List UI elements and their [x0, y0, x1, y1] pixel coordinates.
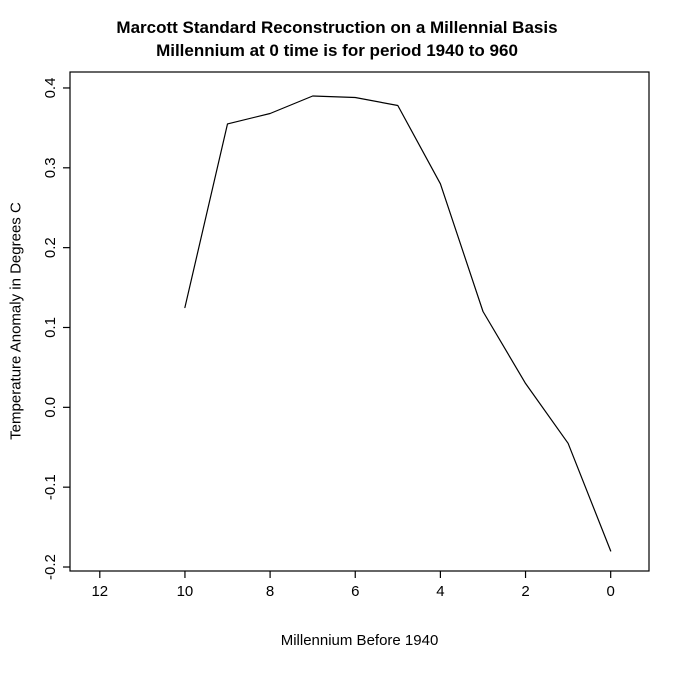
y-tick-label: 0.1: [42, 317, 59, 338]
data-polyline: [184, 95, 612, 552]
x-axis-label: Millennium Before 1940: [280, 632, 439, 649]
y-axis-label: Temperature Anomaly in Degrees C: [7, 202, 25, 440]
y-tick-label: 0.0: [42, 397, 59, 418]
x-tick-label: 0: [607, 583, 615, 600]
plot-border: [69, 71, 650, 572]
y-tick-label: -0.2: [42, 554, 59, 580]
x-tick-label: 2: [521, 583, 529, 600]
y-tick-label: 0.3: [42, 157, 59, 178]
y-tick-label: -0.1: [42, 474, 59, 500]
y-tick-label: 0.2: [42, 237, 59, 258]
chart-subtitle: Millennium at 0 time is for period 1940 …: [156, 41, 518, 60]
x-tick-label: 10: [177, 583, 194, 600]
chart-title: Marcott Standard Reconstruction on a Mil…: [116, 18, 558, 37]
x-tick-label: 6: [351, 583, 359, 600]
x-tick-label: 8: [266, 583, 274, 600]
x-tick-label: 12: [91, 583, 108, 600]
x-tick-label: 4: [436, 583, 444, 600]
y-tick-label: 0.4: [42, 78, 59, 99]
